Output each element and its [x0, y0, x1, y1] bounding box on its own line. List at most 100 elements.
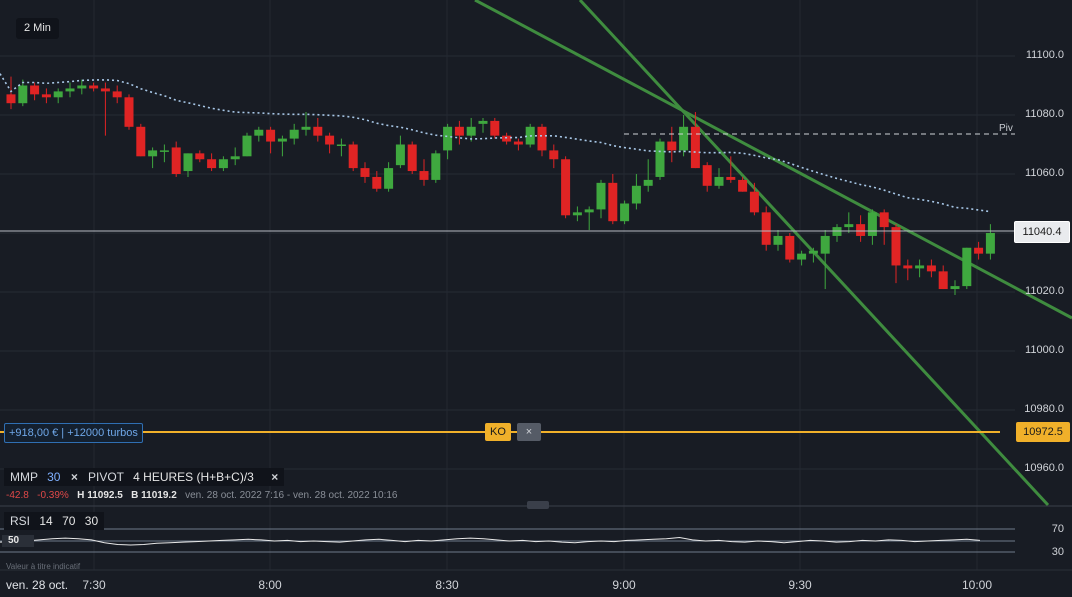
candle-body [65, 88, 75, 92]
candle [537, 123, 547, 157]
candle-body [53, 91, 63, 98]
candle-body [443, 126, 453, 151]
candle-body [879, 212, 889, 228]
time-tick-label: 9:30 [788, 578, 812, 592]
ko-close-button[interactable]: × [517, 423, 541, 441]
high-value: 11092.5 [87, 490, 123, 501]
candle-body [620, 203, 630, 222]
candle [230, 147, 240, 166]
candle-body [761, 212, 771, 245]
candle-body [561, 159, 571, 216]
candle [808, 247, 818, 263]
x-axis-date: ven. 28 oct. [6, 578, 69, 592]
candle-body [726, 176, 736, 180]
ko-tag[interactable]: KO [485, 423, 511, 441]
candle-body [915, 265, 925, 269]
candle [372, 171, 382, 192]
candle [490, 117, 500, 139]
candle [148, 147, 158, 169]
candle [207, 153, 217, 172]
candle [974, 241, 984, 260]
timeframe-button[interactable]: 2 Min [16, 18, 59, 39]
last-price-tag: 11040.4 [1014, 221, 1070, 243]
candle [218, 156, 228, 172]
candle [30, 82, 40, 101]
candle [195, 150, 205, 163]
pivot-name: PIVOT [88, 470, 124, 484]
candle-body [277, 138, 287, 142]
pivot-indicator-chip[interactable]: PIVOT 4 HEURES (H+B+C)/3 × [82, 468, 285, 486]
indicative-value-note: Valeur à titre indicatif [6, 562, 81, 571]
rsi-current-tag: 50 [2, 535, 34, 547]
candle [608, 174, 618, 225]
mmp-indicator-chip[interactable]: MMP 30 × [4, 468, 84, 486]
candle-body [230, 156, 240, 160]
candle-body [537, 126, 547, 151]
candle-body [183, 153, 193, 172]
candle-body [502, 135, 512, 142]
candle-body [856, 224, 866, 236]
candle-body [679, 126, 689, 151]
candle-body [714, 176, 724, 186]
candle [395, 135, 405, 169]
candle-body [18, 85, 28, 104]
candle [171, 141, 181, 177]
candle [407, 141, 417, 174]
rsi-indicator-chip[interactable]: RSI 14 70 30 [4, 512, 105, 530]
candle-body [572, 212, 582, 216]
rsi-panel [0, 528, 1015, 553]
candle-body [171, 147, 181, 174]
candle-body [112, 91, 122, 98]
candle-body [372, 176, 382, 189]
candle-body [549, 150, 559, 160]
candle [454, 120, 464, 145]
candle [938, 265, 948, 290]
candle-body [395, 144, 405, 166]
candle [820, 230, 830, 290]
pivot-close-icon[interactable]: × [271, 470, 279, 484]
mmp-close-icon[interactable]: × [70, 470, 78, 484]
price-tick-label: 10980.0 [1024, 403, 1064, 415]
candle-body [124, 97, 134, 127]
candle-body [513, 141, 523, 145]
pivot-setting: 4 HEURES (H+B+C)/3 [133, 470, 254, 484]
candle-body [159, 150, 169, 152]
candle-body [643, 179, 653, 186]
candle-body [596, 182, 606, 210]
price-tick-label: 11100.0 [1025, 49, 1064, 61]
candle [53, 88, 63, 104]
price-tick-label: 11020.0 [1025, 285, 1064, 297]
candle [867, 209, 877, 245]
candle [478, 117, 488, 133]
candle-body [926, 265, 936, 272]
time-tick-label: 8:30 [435, 578, 459, 592]
candle [112, 85, 122, 104]
candle [6, 76, 16, 110]
candle [431, 150, 441, 183]
price-tick-label: 11060.0 [1025, 167, 1064, 179]
price-tick-label: 10960.0 [1024, 462, 1064, 474]
chart-grid [0, 0, 1015, 570]
price-tick-label: 11080.0 [1025, 108, 1064, 120]
candle-body [490, 120, 500, 136]
candle-body [985, 233, 995, 254]
candle [631, 174, 641, 210]
candle [702, 162, 712, 192]
position-pnl-badge[interactable]: +918,00 € | +12000 turbos [4, 423, 143, 443]
candle [891, 224, 901, 284]
candle-body [974, 247, 984, 254]
candle-body [348, 144, 358, 169]
candle [962, 247, 972, 290]
candle-body [867, 212, 877, 236]
candle-body [478, 120, 488, 124]
candle [277, 135, 287, 157]
candle [443, 123, 453, 160]
low-label: B [131, 490, 139, 501]
candle [419, 159, 429, 186]
candle-body [454, 126, 464, 136]
candle-body [702, 165, 712, 186]
panel-resize-handle[interactable] [527, 501, 549, 509]
candle [915, 259, 925, 278]
candle [136, 123, 146, 157]
